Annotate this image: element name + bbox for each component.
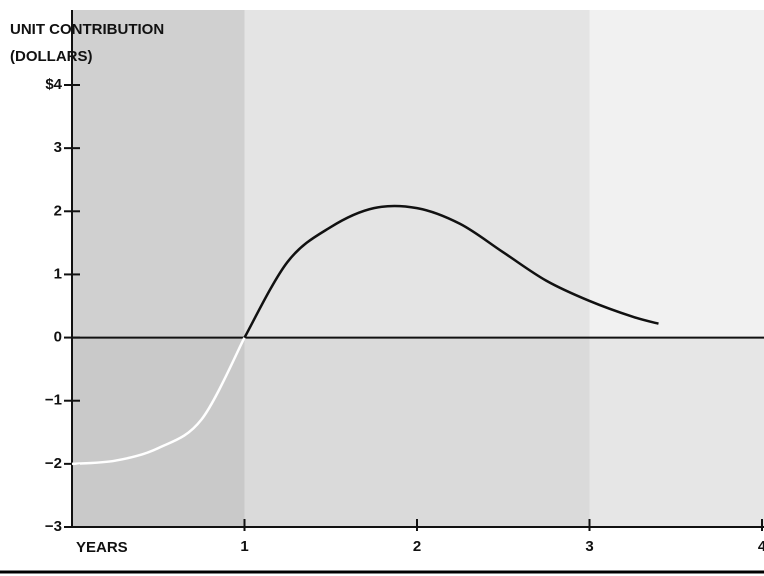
y-tick-label: −2 [45,455,62,472]
stage-band [589,337,764,527]
stage-band [72,337,245,527]
y-tick-label: $4 [45,76,62,93]
stage-band [244,10,590,338]
x-tick-label: 1 [240,538,248,555]
chart-title: (DOLLARS) [10,48,93,65]
curve [243,204,659,339]
x-tick-label: 2 [413,538,421,555]
stage-band [589,10,764,338]
background [72,10,764,527]
y-tick-label: 1 [54,265,62,282]
x-tick-label: 3 [585,538,593,555]
y-tick-label: 2 [54,202,62,219]
y-tick-label: −1 [45,392,62,409]
x-axis-label: YEARS [76,539,128,556]
stage-band [244,337,590,527]
y-tick-label: 3 [54,139,62,156]
stage-band [72,10,245,338]
x-tick-label: 4 [758,538,764,555]
y-tick-label: −3 [45,518,62,535]
chart-title: UNIT CONTRIBUTION [10,21,164,38]
y-tick-label: 0 [54,329,62,346]
curve [71,336,246,466]
